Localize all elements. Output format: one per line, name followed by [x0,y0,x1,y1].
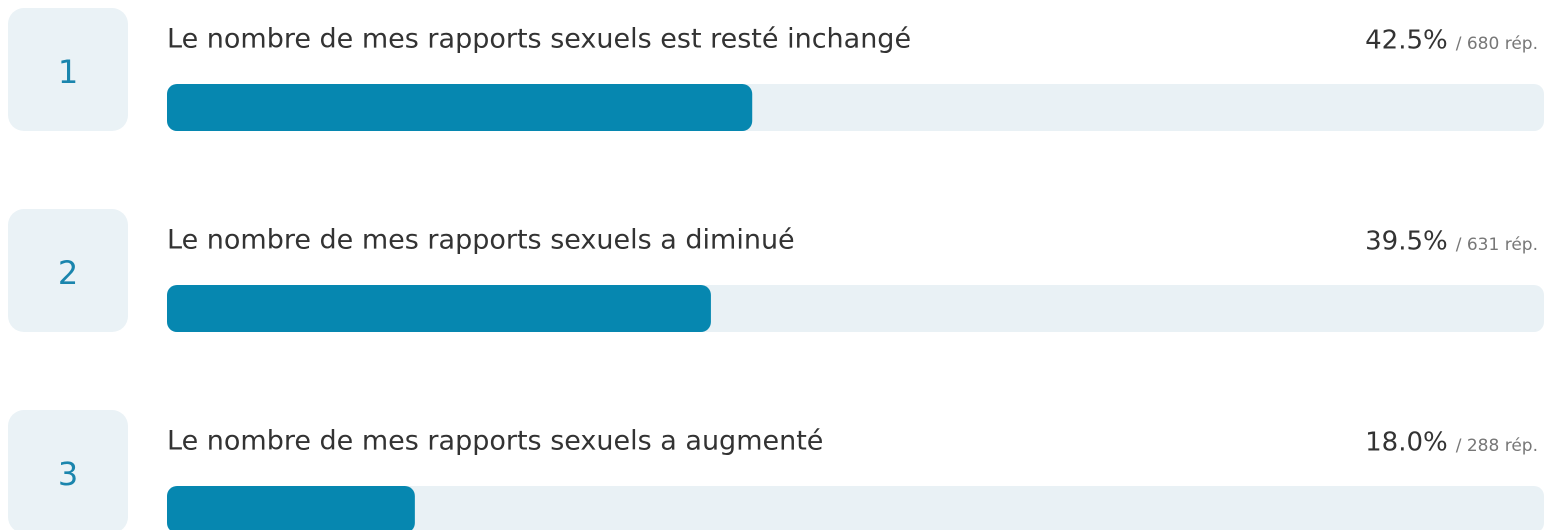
rank-box [8,8,128,131]
bar [167,486,415,530]
option-label: Le nombre de mes rapports sexuels a dimi… [167,225,795,256]
bar [167,84,753,131]
percent-label: 18.0% [1365,428,1448,458]
response-count: / 631 rép. [1456,235,1538,255]
bar-track [167,486,1544,530]
rank-number: 2 [58,254,78,292]
option-label: Le nombre de mes rapports sexuels a augm… [167,426,823,457]
option-label: Le nombre de mes rapports sexuels est re… [167,24,911,55]
rank-box [8,209,128,332]
rank-box [8,410,128,530]
percent-label: 39.5% [1365,227,1448,257]
response-count: / 680 rép. [1456,34,1538,54]
rank-number: 1 [58,53,78,91]
rank-number: 3 [58,455,78,493]
response-count: / 288 rép. [1456,436,1538,456]
bar [167,285,711,332]
percent-label: 42.5% [1365,26,1448,56]
